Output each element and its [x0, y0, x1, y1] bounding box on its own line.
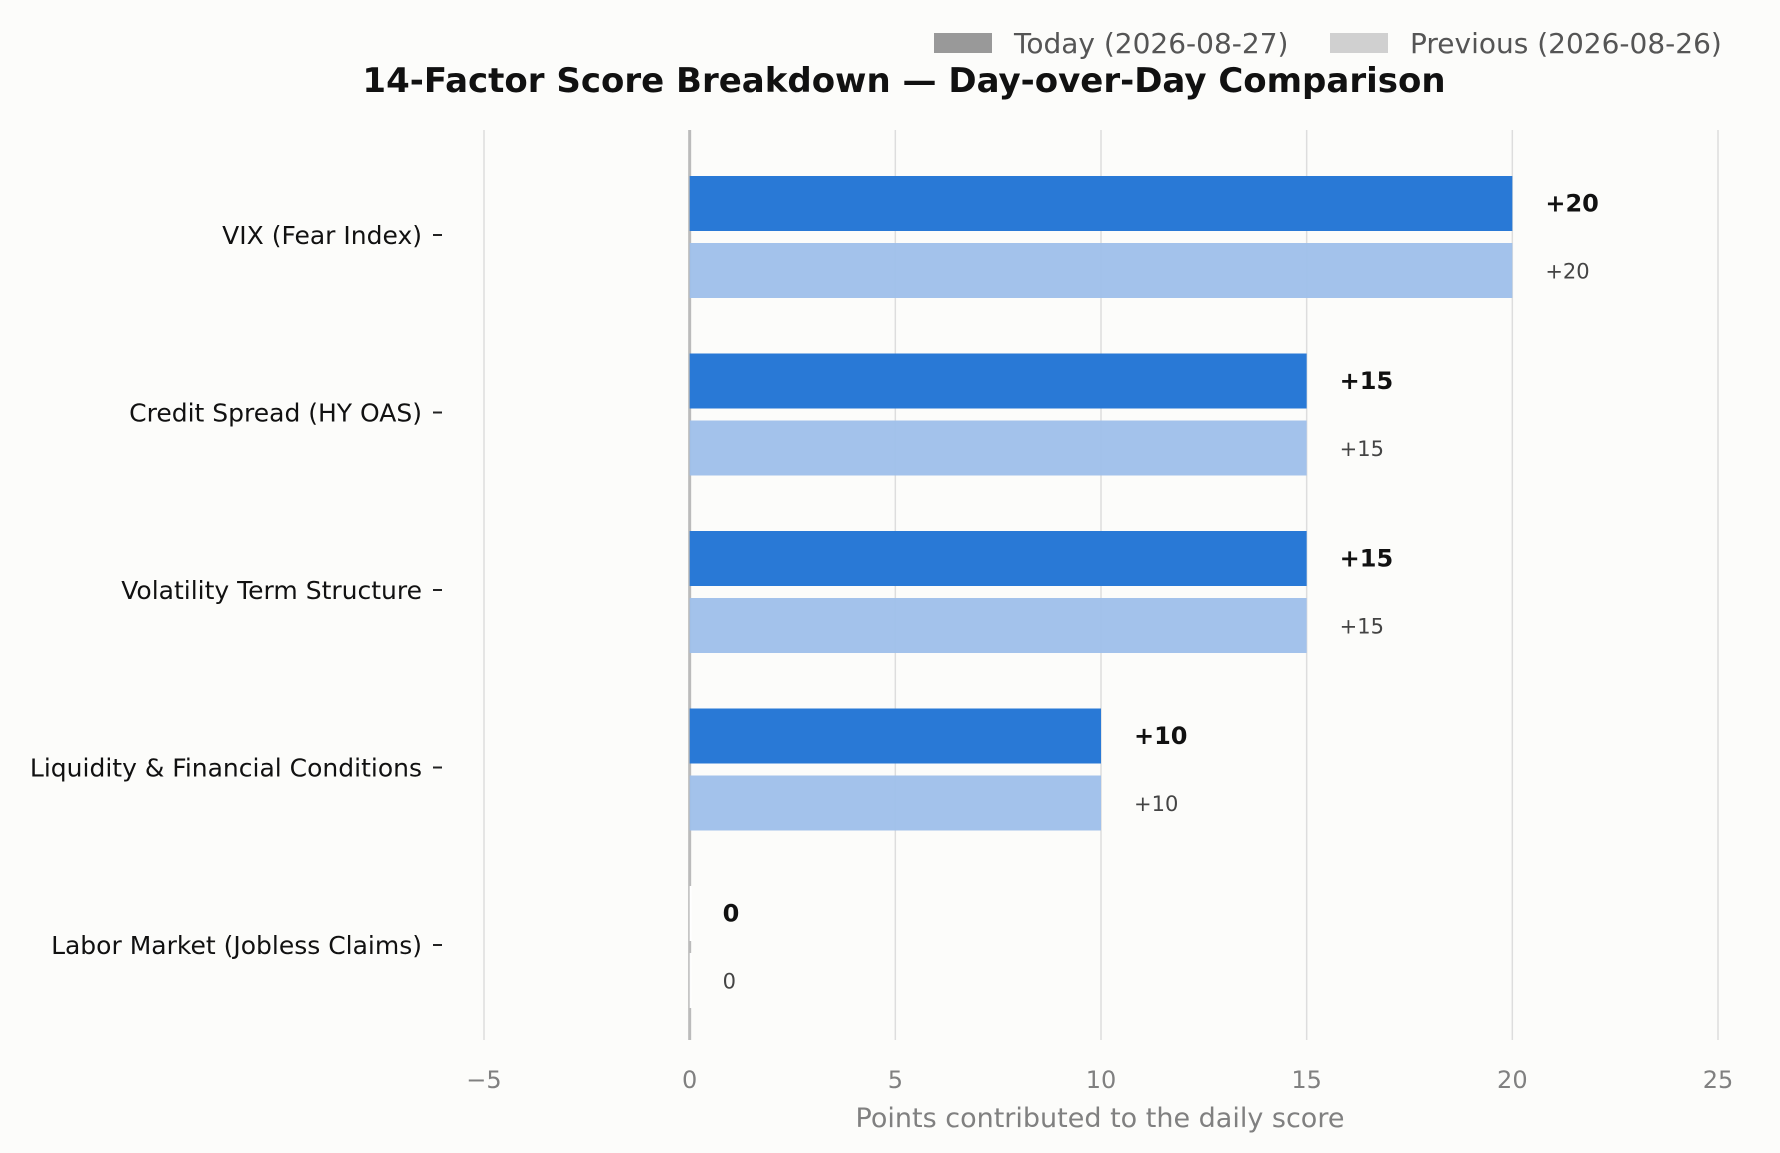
category-label: Credit Spread (HY OAS) — [129, 399, 422, 428]
legend-label-today: Today (2026-08-27) — [1013, 27, 1288, 60]
bar-previous — [689, 953, 692, 1008]
bar-previous — [689, 420, 1307, 476]
value-label-today: 0 — [723, 900, 740, 928]
bar-previous — [689, 243, 1513, 298]
bar-today — [689, 886, 692, 941]
bar-today — [689, 531, 1307, 586]
x-tick-label: 20 — [1497, 1066, 1528, 1094]
category-label: Labor Market (Jobless Claims) — [51, 931, 422, 960]
x-tick-label: 15 — [1291, 1066, 1322, 1094]
category-label: Liquidity & Financial Conditions — [30, 754, 422, 783]
x-tick-label: 25 — [1703, 1066, 1734, 1094]
x-tick-label: 10 — [1086, 1066, 1117, 1094]
bar-today — [689, 176, 1513, 231]
value-label-previous: 0 — [723, 970, 736, 994]
category-label: Volatility Term Structure — [121, 576, 422, 605]
legend-swatch-previous — [1330, 33, 1388, 53]
legend-swatch-today — [934, 33, 992, 53]
bar-today — [689, 708, 1101, 764]
x-axis-label: Points contributed to the daily score — [856, 1103, 1345, 1134]
x-tick-label: 5 — [888, 1066, 903, 1094]
bar-previous — [689, 775, 1101, 831]
value-label-previous: +20 — [1545, 260, 1589, 284]
bar-today — [689, 353, 1307, 409]
bars-layer — [689, 176, 1513, 1008]
value-label-today: +15 — [1340, 367, 1394, 395]
value-label-today: +10 — [1134, 722, 1188, 750]
legend-label-previous: Previous (2026-08-26) — [1410, 27, 1722, 60]
value-label-today: +20 — [1545, 190, 1599, 218]
category-label: VIX (Fear Index) — [222, 221, 422, 250]
value-label-previous: +10 — [1134, 792, 1178, 816]
value-label-today: +15 — [1340, 545, 1394, 573]
x-tick-label: 0 — [682, 1066, 697, 1094]
value-label-previous: +15 — [1340, 615, 1384, 639]
chart-title: 14-Factor Score Breakdown — Day-over-Day… — [362, 61, 1445, 101]
x-tick-label: −5 — [466, 1066, 501, 1094]
labels-layer: −5 0 5 10 15 20 25 VIX (Fear Index) +20 +20 Credit… — [30, 190, 1733, 1095]
legend: Today (2026-08-27) Previous (2026-08-26) — [934, 27, 1722, 60]
bar-previous — [689, 598, 1307, 653]
value-label-previous: +15 — [1340, 437, 1384, 461]
